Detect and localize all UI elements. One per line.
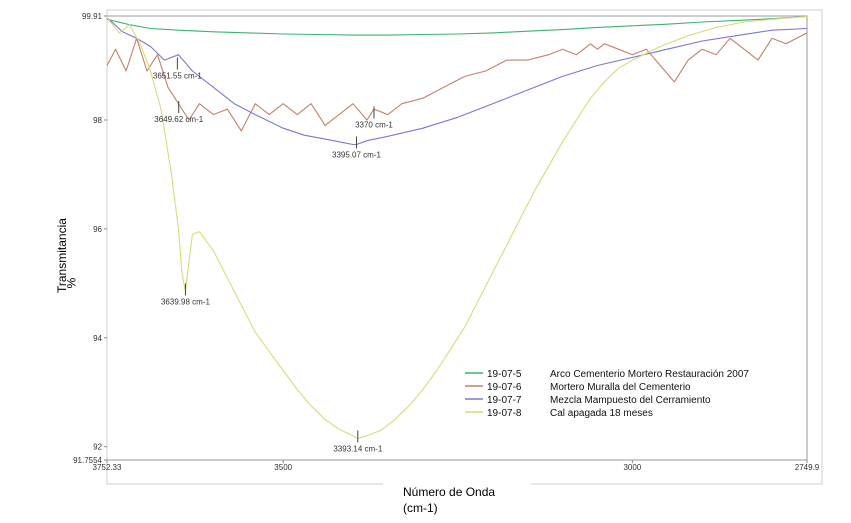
legend-name: Mortero Muralla del Cementerio (550, 382, 691, 393)
x-tick-label: 3000 (623, 463, 641, 472)
series-line-19-07-6 (106, 32, 808, 132)
y-axis-label-unit: % (64, 277, 79, 289)
legend-name: Arco Cementerio Mortero Restauración 200… (550, 369, 749, 380)
peak-label: 3370 cm-1 (355, 121, 393, 130)
y-tick-label: 92 (93, 443, 102, 452)
peak-label: 3393.14 cm-1 (333, 445, 382, 454)
plot-frame (106, 15, 808, 461)
legend-name: Mezcla Mampuesto del Cerramiento (550, 395, 711, 406)
legend-name: Cal apagada 18 meses (550, 408, 653, 419)
y-tick-label: 99.91 (82, 12, 103, 21)
x-axis-label-background (383, 476, 531, 523)
legend-code: 19-07-7 (487, 395, 522, 406)
legend-code: 19-07-8 (487, 408, 522, 419)
x-axis-label: Número de Onda (cm-1) (403, 484, 495, 516)
y-axis-ticks: 99.91 98 96 94 92 91.7554 (73, 12, 107, 465)
x-tick-label: 3752.33 (93, 463, 122, 472)
peak-label: 3639.98 cm-1 (161, 298, 210, 307)
x-tick-label: 3500 (274, 463, 292, 472)
series-line-19-07-7 (106, 17, 808, 146)
y-tick-label: 98 (93, 116, 102, 125)
peak-label: 3395.07 cm-1 (332, 150, 381, 159)
x-axis-label-unit: (cm-1) (403, 501, 438, 515)
series-line-19-07-5 (106, 15, 808, 36)
y-tick-label: 94 (93, 334, 102, 343)
x-tick-label: 2749.9 (795, 463, 820, 472)
series-line-19-07-8 (106, 15, 808, 440)
peak-label: 3649.62 cm-1 (154, 115, 203, 124)
peak-label: 3651.55 cm-1 (153, 72, 202, 81)
legend-code: 19-07-5 (487, 369, 522, 380)
x-axis-label-title: Número de Onda (403, 485, 496, 499)
y-tick-label: 91.7554 (73, 456, 102, 465)
legend-code: 19-07-6 (487, 382, 522, 393)
series-layer (106, 15, 808, 440)
annotation-layer: 3651.55 cm-1 3649.62 cm-1 3370 cm-1 3395.07… (153, 57, 393, 454)
x-axis-ticks: 3752.33 3500 3000 2749.9 (93, 460, 820, 472)
legend: 19-07-5 Arco Cementerio Mortero Restaurac… (465, 369, 749, 419)
y-tick-label: 96 (93, 225, 102, 234)
